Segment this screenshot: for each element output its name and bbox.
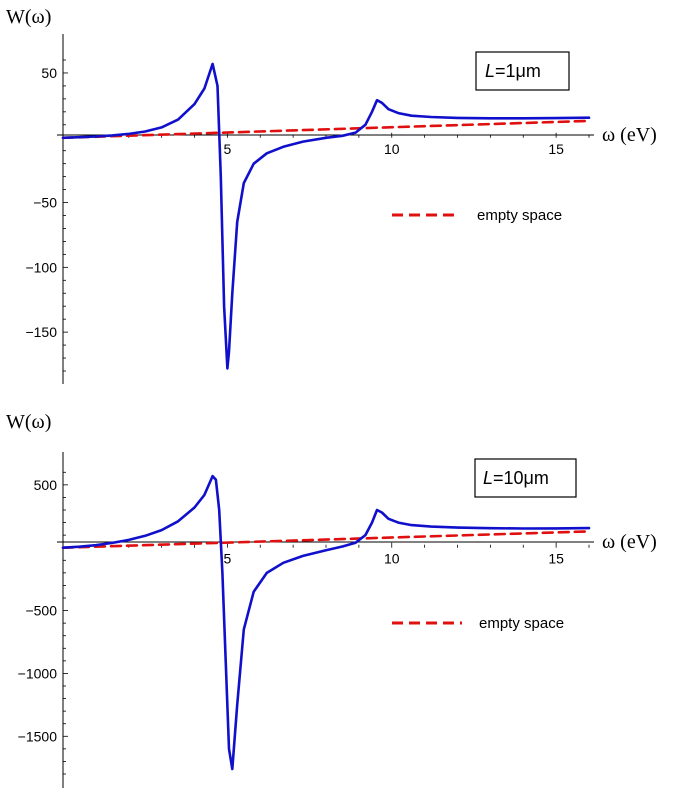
length-annotation: L=10μm bbox=[483, 468, 549, 488]
y-tick-label: −100 bbox=[25, 259, 57, 275]
series-empty-space-line bbox=[61, 530, 591, 550]
y-tick-label: −500 bbox=[25, 603, 57, 619]
y-tick-label: −1000 bbox=[18, 665, 58, 681]
y-axis-label: W(ω) bbox=[6, 6, 51, 28]
x-tick-label: 5 bbox=[223, 551, 231, 567]
axis-ticks bbox=[63, 471, 590, 775]
series-group bbox=[61, 474, 591, 771]
chart-panel-bottom: W(ω) 5 10 15 500 −500 −1000 −1500 ω (eV) L=10μ… bbox=[6, 411, 657, 788]
series-w-curve bbox=[61, 474, 591, 771]
chart-panel-top: W(ω) 5 10 15 50 −50 −100 −150 ω (eV) L=1μm emp… bbox=[6, 6, 657, 384]
annotation-value: =1μm bbox=[495, 61, 541, 81]
legend-label: empty space bbox=[477, 207, 562, 224]
x-tick-label: 5 bbox=[223, 141, 231, 157]
y-tick-label: −1500 bbox=[18, 728, 58, 744]
annotation-box bbox=[475, 51, 570, 91]
annotation-value: =10μm bbox=[493, 468, 549, 488]
y-tick-label: −150 bbox=[25, 324, 57, 340]
tick-labels: 5 10 15 500 −500 −1000 −1500 bbox=[18, 477, 564, 744]
x-axis-label: ω (eV) bbox=[602, 124, 657, 146]
axis-ticks bbox=[63, 59, 590, 372]
x-tick-label: 15 bbox=[548, 141, 564, 157]
annotation-box bbox=[474, 458, 577, 498]
series-w-curve bbox=[61, 62, 591, 370]
series-group bbox=[61, 62, 591, 370]
series-empty-space-line bbox=[61, 119, 591, 140]
x-axis-label: ω (eV) bbox=[602, 531, 657, 553]
x-tick-label: 10 bbox=[384, 141, 400, 157]
y-tick-label: 500 bbox=[34, 477, 58, 493]
x-tick-label: 15 bbox=[548, 551, 564, 567]
length-annotation: L=1μm bbox=[485, 61, 541, 81]
legend-label: empty space bbox=[479, 615, 564, 632]
annotation-variable: L bbox=[483, 468, 493, 488]
y-axis-label: W(ω) bbox=[6, 411, 51, 433]
x-tick-label: 10 bbox=[384, 551, 400, 567]
y-tick-label: −50 bbox=[33, 195, 57, 211]
annotation-variable: L bbox=[485, 61, 495, 81]
tick-labels: 5 10 15 50 −50 −100 −150 bbox=[25, 65, 564, 340]
y-tick-label: 50 bbox=[41, 65, 57, 81]
